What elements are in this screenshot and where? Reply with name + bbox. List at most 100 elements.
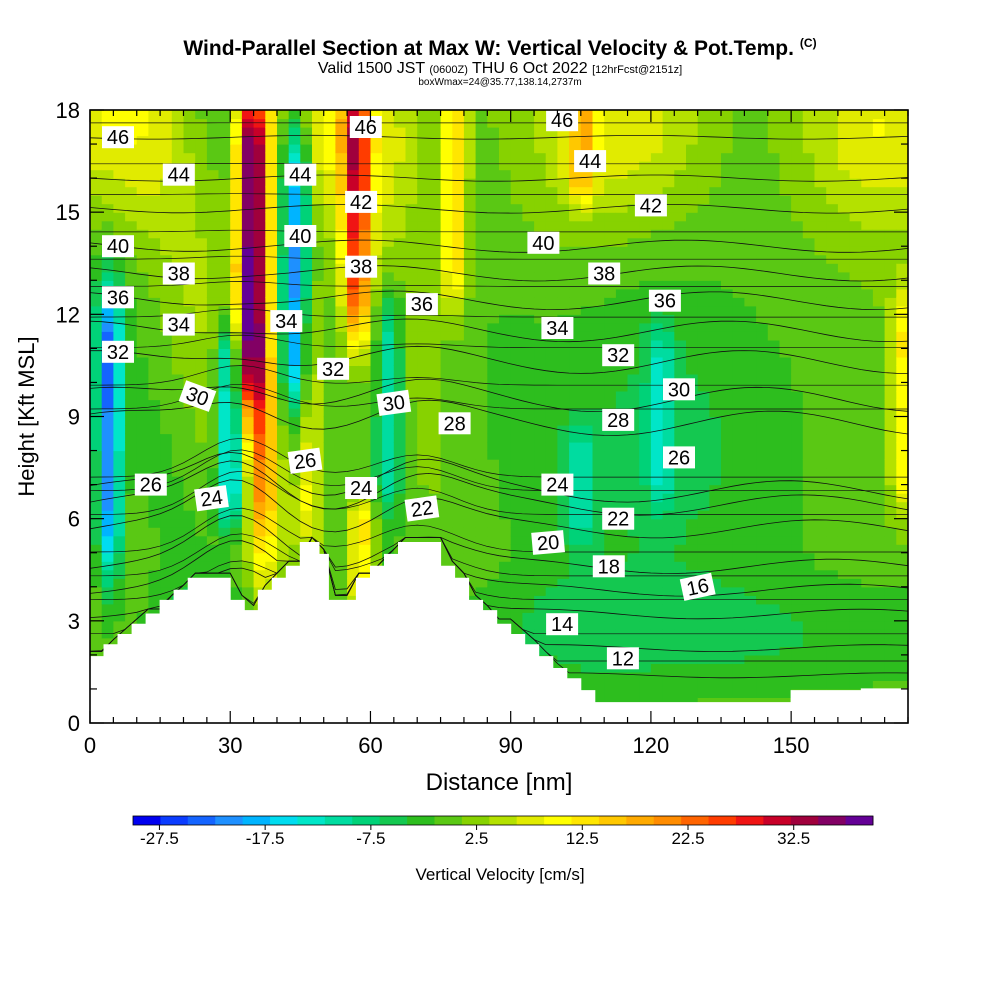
velocity-cell <box>697 688 710 698</box>
velocity-cell <box>323 331 336 341</box>
velocity-cell <box>148 127 161 137</box>
velocity-cell <box>837 586 851 596</box>
velocity-cell <box>767 416 781 426</box>
velocity-cell <box>697 356 710 366</box>
velocity-cell <box>195 527 208 537</box>
velocity-cell <box>779 288 792 298</box>
velocity-cell <box>475 373 488 383</box>
velocity-cell <box>884 671 897 681</box>
velocity-cell <box>125 425 138 435</box>
velocity-cell <box>90 263 103 273</box>
velocity-cell <box>417 246 430 256</box>
velocity-cell <box>732 237 745 247</box>
velocity-cell <box>241 135 255 145</box>
velocity-cell <box>791 331 804 341</box>
velocity-cell <box>709 425 722 435</box>
velocity-cell <box>510 552 523 562</box>
velocity-cell <box>709 646 722 656</box>
velocity-cell <box>288 391 301 401</box>
velocity-cell <box>370 365 383 375</box>
velocity-cell <box>826 484 839 494</box>
velocity-cell <box>592 297 605 307</box>
velocity-cell <box>627 365 640 375</box>
velocity-cell <box>358 408 372 418</box>
velocity-cell <box>814 195 827 205</box>
velocity-cell <box>802 288 816 298</box>
velocity-cell <box>686 680 699 690</box>
velocity-cell <box>580 671 594 681</box>
velocity-cell <box>241 220 255 230</box>
velocity-cell <box>241 152 255 162</box>
velocity-cell <box>510 271 523 281</box>
velocity-cell <box>510 127 523 137</box>
velocity-cell <box>347 212 360 222</box>
velocity-cell <box>545 501 558 511</box>
velocity-cell <box>90 169 103 179</box>
velocity-cell <box>872 322 886 332</box>
velocity-cell <box>487 203 500 213</box>
velocity-cell <box>639 544 652 554</box>
velocity-cell <box>101 161 114 171</box>
velocity-cell <box>101 535 114 545</box>
velocity-cell <box>382 493 395 503</box>
velocity-cell <box>499 322 512 332</box>
velocity-cell <box>463 467 477 477</box>
velocity-cell <box>487 416 500 426</box>
velocity-cell <box>183 484 196 494</box>
velocity-cell <box>837 552 851 562</box>
velocity-cell <box>732 663 745 673</box>
velocity-cell <box>557 288 570 298</box>
velocity-cell <box>265 263 278 273</box>
velocity-cell <box>837 450 851 460</box>
velocity-cell <box>849 152 862 162</box>
velocity-cell <box>872 399 886 409</box>
velocity-cell <box>592 527 605 537</box>
velocity-cell <box>569 450 582 460</box>
velocity-cell <box>335 288 348 298</box>
velocity-cell <box>615 195 629 205</box>
velocity-cell <box>756 425 769 435</box>
velocity-cell <box>195 552 208 562</box>
velocity-cell <box>861 467 874 477</box>
velocity-cell <box>183 552 196 562</box>
velocity-cell <box>323 382 336 392</box>
velocity-cell <box>288 544 301 554</box>
velocity-cell <box>510 595 523 605</box>
velocity-cell <box>113 620 126 630</box>
velocity-cell <box>288 271 301 281</box>
velocity-cell <box>417 135 430 145</box>
velocity-cell <box>475 178 488 188</box>
velocity-cell <box>580 373 594 383</box>
velocity-cell <box>650 637 664 647</box>
velocity-cell <box>148 459 161 469</box>
velocity-cell <box>791 484 804 494</box>
velocity-cell <box>615 288 629 298</box>
velocity-cell <box>148 339 161 349</box>
velocity-cell <box>218 288 231 298</box>
velocity-cell <box>183 229 196 239</box>
velocity-cell <box>861 569 874 579</box>
velocity-cell <box>639 450 652 460</box>
velocity-cell <box>113 552 126 562</box>
velocity-cell <box>230 586 243 596</box>
velocity-cell <box>650 322 664 332</box>
velocity-cell <box>697 178 710 188</box>
velocity-cell <box>136 169 149 179</box>
velocity-cell <box>90 305 103 315</box>
velocity-cell <box>148 595 161 605</box>
velocity-cell <box>90 161 103 171</box>
velocity-cell <box>756 391 769 401</box>
velocity-cell <box>440 195 453 205</box>
velocity-cell <box>756 339 769 349</box>
velocity-cell <box>452 288 465 298</box>
velocity-cell <box>171 425 185 435</box>
velocity-cell <box>861 212 874 222</box>
velocity-cell <box>277 459 290 469</box>
velocity-cell <box>452 373 465 383</box>
velocity-cell <box>405 527 418 537</box>
velocity-cell <box>767 220 781 230</box>
velocity-cell <box>744 288 757 298</box>
velocity-cell <box>639 637 652 647</box>
velocity-cell <box>405 348 418 358</box>
velocity-cell <box>113 450 126 460</box>
